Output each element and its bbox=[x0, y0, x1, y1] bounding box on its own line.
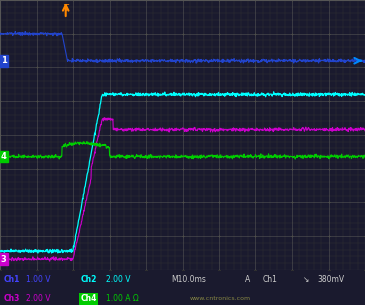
Text: Ch1: Ch1 bbox=[263, 275, 278, 284]
Text: www.cntronics.com: www.cntronics.com bbox=[190, 296, 251, 301]
Text: T: T bbox=[63, 4, 68, 13]
Text: 4: 4 bbox=[1, 152, 7, 161]
Text: 2.00 V: 2.00 V bbox=[106, 275, 130, 284]
Text: ↘: ↘ bbox=[303, 275, 309, 284]
Text: 380mV: 380mV bbox=[318, 275, 345, 284]
Text: Ch1: Ch1 bbox=[4, 275, 20, 284]
Text: Ch3: Ch3 bbox=[4, 294, 20, 303]
Text: M10.0ms: M10.0ms bbox=[172, 275, 207, 284]
Text: A: A bbox=[245, 275, 250, 284]
Text: 1.00 V: 1.00 V bbox=[26, 275, 50, 284]
Text: Ch2: Ch2 bbox=[80, 275, 97, 284]
Text: 1.00 A Ω: 1.00 A Ω bbox=[106, 294, 139, 303]
Text: 3: 3 bbox=[1, 255, 7, 264]
Text: 2.00 V: 2.00 V bbox=[26, 294, 50, 303]
Text: Ch4: Ch4 bbox=[80, 294, 97, 303]
Text: 1: 1 bbox=[1, 56, 7, 65]
